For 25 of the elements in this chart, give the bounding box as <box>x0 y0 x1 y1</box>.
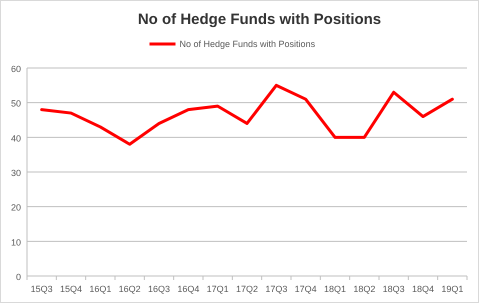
y-tick-label: 50 <box>10 98 21 109</box>
x-tick-label: 19Q1 <box>441 284 464 294</box>
x-tick-label: 16Q3 <box>148 284 170 294</box>
y-tick-label: 60 <box>10 64 21 74</box>
y-tick-label: 40 <box>10 133 21 144</box>
x-tick-label: 16Q2 <box>118 284 141 294</box>
chart-title: No of Hedge Funds with Positions <box>138 11 382 28</box>
x-tick-label: 18Q3 <box>382 284 405 294</box>
legend-label: No of Hedge Funds with Positions <box>180 39 316 49</box>
y-tick-label: 10 <box>10 237 21 248</box>
y-tick-label: 30 <box>10 168 21 178</box>
x-tick-label: 17Q1 <box>206 284 229 294</box>
x-tick-label: 16Q1 <box>89 284 112 294</box>
x-tick-label: 18Q2 <box>353 284 376 294</box>
line-series <box>40 84 454 146</box>
x-tick-label: 16Q4 <box>177 284 200 294</box>
x-tick-label: 18Q4 <box>412 284 434 294</box>
x-tick-label: 15Q4 <box>60 284 82 294</box>
x-tick-label: 18Q1 <box>324 284 346 294</box>
x-tick-label: 15Q3 <box>30 284 53 294</box>
y-tick-label: 20 <box>10 202 21 213</box>
x-tick-label: 17Q2 <box>236 284 258 294</box>
x-tick-label: 17Q3 <box>265 284 288 294</box>
x-tick-label: 17Q4 <box>294 284 317 294</box>
y-tick-label: 0 <box>16 272 21 282</box>
